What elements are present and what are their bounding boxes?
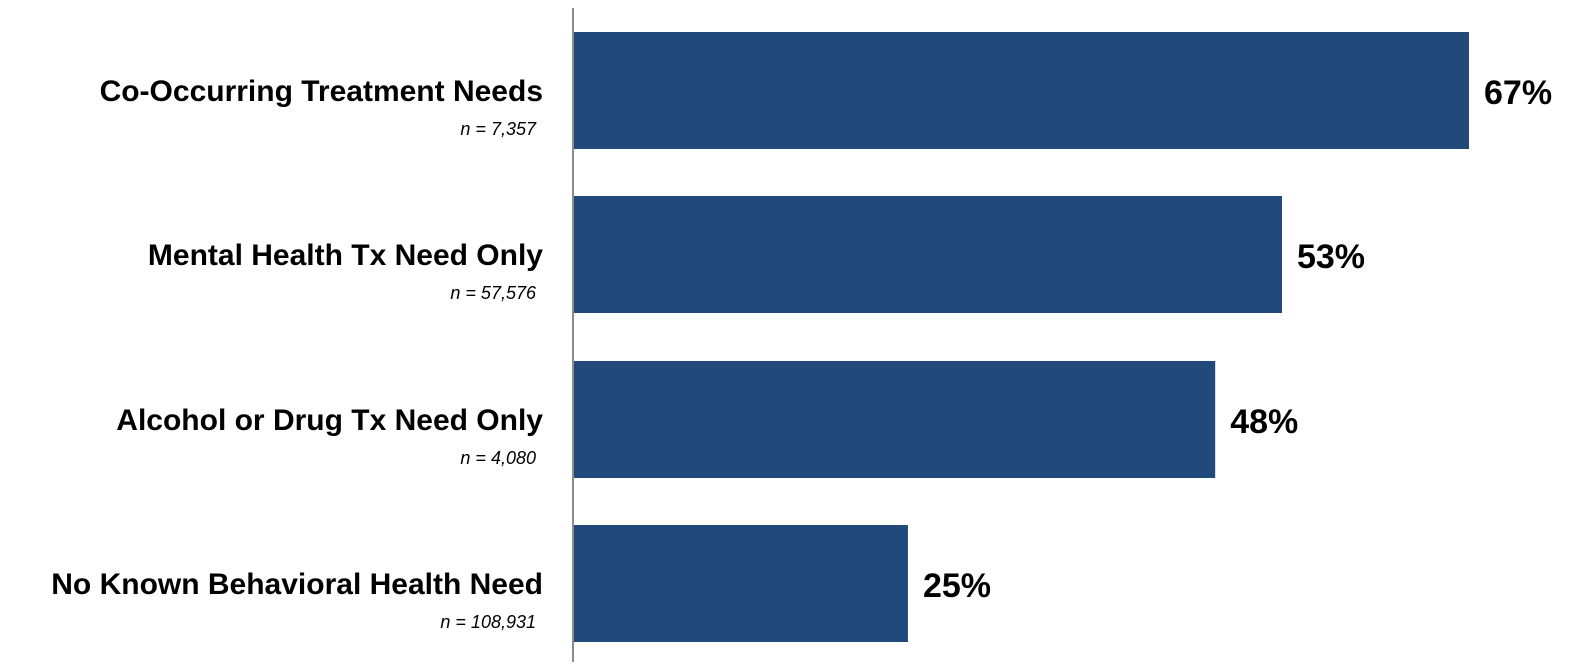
value-label: 25% bbox=[923, 567, 991, 605]
sample-size-label: n = 57,576 bbox=[450, 283, 537, 303]
category-label: No Known Behavioral Health Need bbox=[51, 568, 543, 601]
bar bbox=[574, 361, 1216, 478]
category-label: Alcohol or Drug Tx Need Only bbox=[116, 404, 543, 437]
category-label: Mental Health Tx Need Only bbox=[148, 239, 543, 272]
value-label: 67% bbox=[1484, 74, 1552, 112]
category-label: Co-Occurring Treatment Needs bbox=[100, 75, 543, 108]
sample-size-label: n = 4,080 bbox=[460, 448, 536, 468]
value-label: 53% bbox=[1297, 238, 1365, 276]
sample-size-label: n = 108,931 bbox=[440, 612, 536, 632]
chart-rows: Co-Occurring Treatment Needs n = 7,357 67%… bbox=[51, 32, 1552, 642]
bar bbox=[574, 32, 1469, 149]
bar bbox=[574, 525, 908, 642]
bar bbox=[574, 196, 1282, 313]
sample-size-label: n = 7,357 bbox=[460, 119, 537, 139]
value-label: 48% bbox=[1230, 403, 1298, 441]
